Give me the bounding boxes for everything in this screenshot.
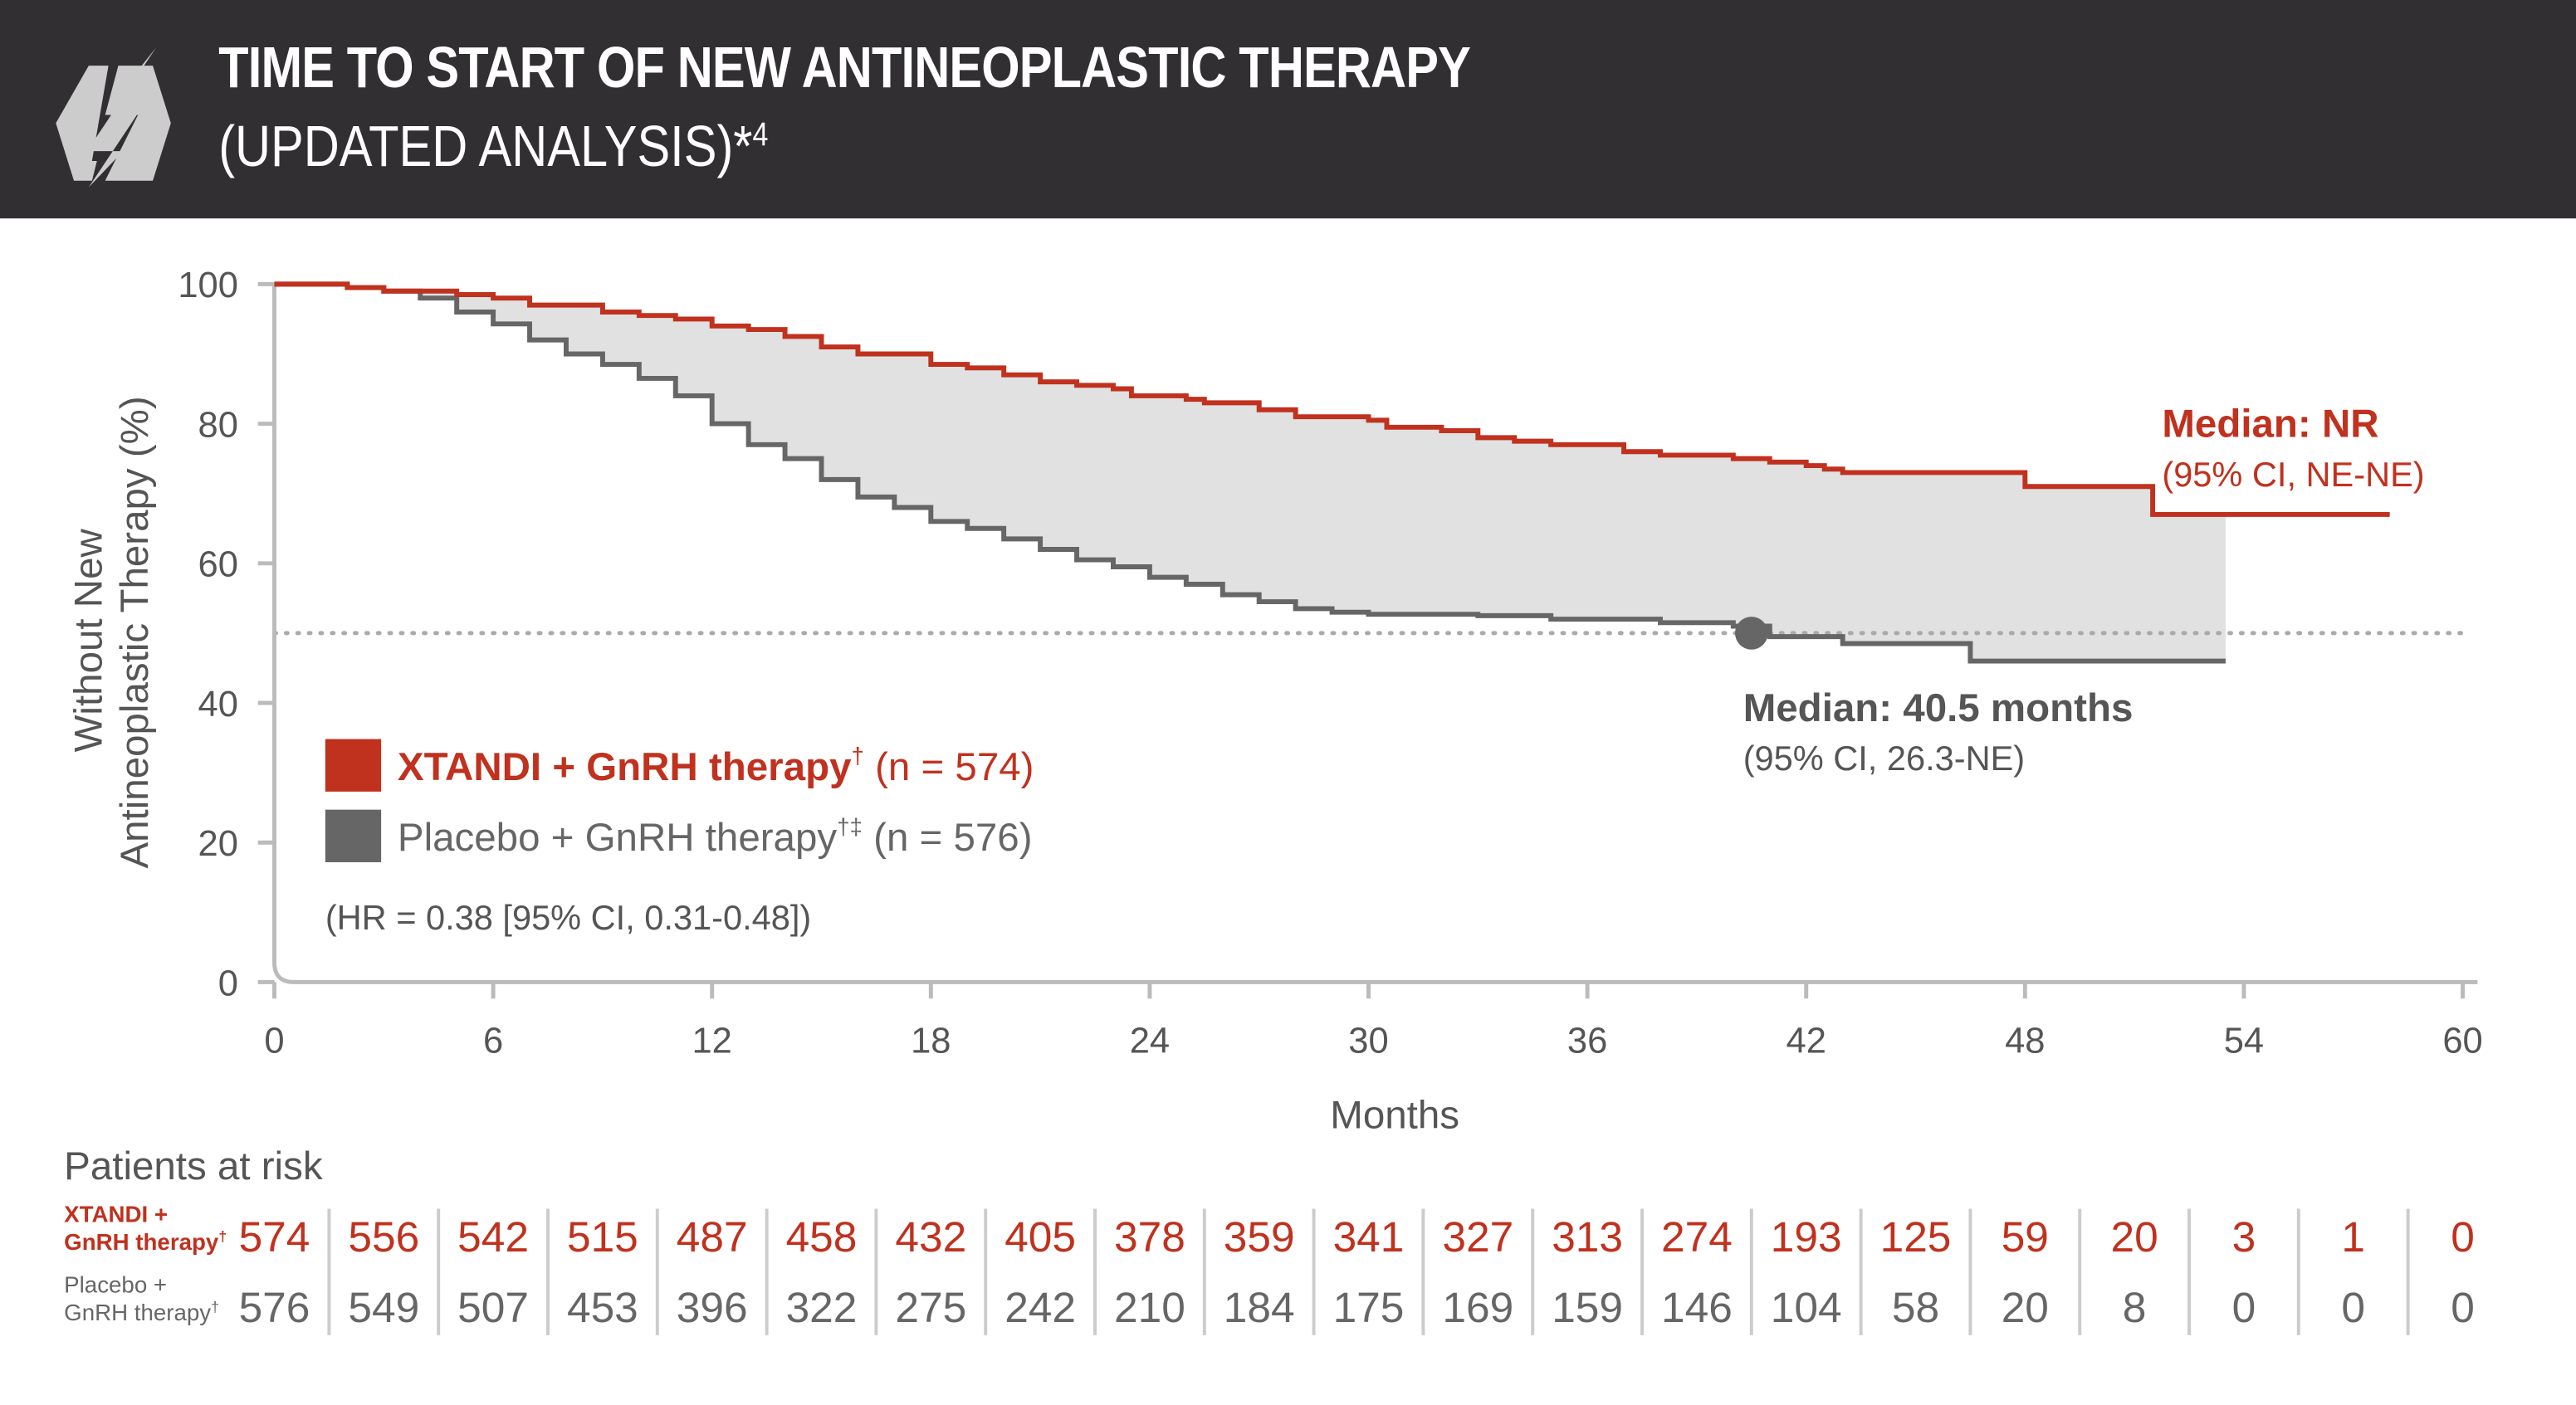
at-risk-value: 453 xyxy=(567,1283,638,1331)
at-risk-value: 146 xyxy=(1661,1283,1733,1331)
x-tick-label: 36 xyxy=(1567,1022,1607,1061)
y-tick-label: 80 xyxy=(198,405,238,445)
at-risk-value: 104 xyxy=(1771,1283,1842,1331)
at-risk-value: 175 xyxy=(1333,1283,1405,1331)
at-risk-value: 59 xyxy=(2002,1212,2049,1261)
at-risk-value: 1 xyxy=(2341,1212,2365,1261)
x-tick-label: 0 xyxy=(264,1022,284,1061)
axes xyxy=(272,284,2478,984)
y-axis-label-line2: Antineoplastic Therapy (%) xyxy=(113,396,157,868)
at-risk-value: 313 xyxy=(1552,1212,1623,1261)
at-risk-value: 20 xyxy=(2111,1212,2158,1261)
at-risk-value: 159 xyxy=(1552,1283,1623,1331)
at-risk-row-label: Placebo + xyxy=(64,1271,167,1297)
lightning-hexagon-icon xyxy=(56,47,171,188)
placebo-curve xyxy=(274,281,2226,664)
placebo-median-marker xyxy=(1735,617,1768,650)
legend-entry: Placebo + GnRH therapy†‡ (n = 576) xyxy=(398,813,1033,860)
placebo-median-ci: (95% CI, 26.3-NE) xyxy=(1743,739,2025,778)
at-risk-value: 125 xyxy=(1880,1212,1952,1261)
at-risk-value: 396 xyxy=(677,1283,748,1331)
at-risk-value: 515 xyxy=(567,1212,638,1261)
legend-swatch xyxy=(325,809,382,862)
at-risk-value: 341 xyxy=(1333,1212,1405,1261)
x-axis-label: Months xyxy=(1330,1094,1459,1138)
at-risk-value: 274 xyxy=(1661,1212,1733,1261)
at-risk-value: 0 xyxy=(2451,1283,2475,1331)
at-risk-value: 184 xyxy=(1224,1283,1295,1331)
x-tick-label: 48 xyxy=(2005,1022,2045,1061)
x-tick-label: 60 xyxy=(2442,1022,2482,1061)
x-tick-label: 6 xyxy=(483,1022,503,1061)
at-risk-value: 242 xyxy=(1004,1283,1076,1331)
x-tick-label: 54 xyxy=(2224,1022,2264,1061)
y-axis-label-line1: Without New xyxy=(67,529,111,753)
at-risk-value: 542 xyxy=(457,1212,529,1261)
y-tick-label: 20 xyxy=(198,824,238,864)
at-risk-value: 3 xyxy=(2232,1212,2256,1261)
at-risk-value: 193 xyxy=(1771,1212,1842,1261)
at-risk-value: 58 xyxy=(1892,1283,1939,1331)
shaded-area xyxy=(274,284,2226,661)
x-tick-label: 12 xyxy=(692,1022,731,1061)
xtandi-median-label: Median: NR xyxy=(2162,402,2378,446)
placebo-median-label: Median: 40.5 months xyxy=(1743,686,2134,730)
page-title: TIME TO START OF NEW ANTINEOPLASTIC THER… xyxy=(218,36,1471,100)
at-risk-value: 549 xyxy=(348,1283,419,1331)
xtandi-median-ci: (95% CI, NE-NE) xyxy=(2162,455,2424,494)
footnote-ref: 4 xyxy=(752,117,769,154)
x-tick-label: 18 xyxy=(911,1022,951,1061)
at-risk-value: 0 xyxy=(2232,1283,2256,1331)
legend-swatch xyxy=(325,739,382,792)
at-risk-value: 458 xyxy=(786,1212,858,1261)
at-risk-value: 0 xyxy=(2341,1283,2365,1331)
at-risk-value: 378 xyxy=(1114,1212,1185,1261)
y-tick-label: 0 xyxy=(218,963,238,1003)
at-risk-value: 327 xyxy=(1442,1212,1513,1261)
page-subtitle: (UPDATED ANALYSIS)*4 xyxy=(218,115,768,181)
y-tick-label: 100 xyxy=(178,266,238,305)
y-tick-label: 40 xyxy=(198,685,238,724)
x-tick-label: 42 xyxy=(1787,1022,1826,1061)
at-risk-title: Patients at risk xyxy=(64,1144,323,1188)
at-risk-row-label: XTANDI + xyxy=(64,1201,168,1227)
legend-entry: XTANDI + GnRH therapy† (n = 574) xyxy=(398,743,1034,789)
subtitle-text: (UPDATED ANALYSIS)* xyxy=(218,115,753,179)
at-risk-value: 574 xyxy=(239,1212,310,1261)
x-tick-label: 30 xyxy=(1348,1022,1388,1061)
at-risk-value: 8 xyxy=(2123,1283,2147,1331)
at-risk-value: 487 xyxy=(677,1212,748,1261)
at-risk-value: 359 xyxy=(1224,1212,1295,1261)
at-risk-value: 576 xyxy=(239,1283,310,1331)
at-risk-value: 275 xyxy=(895,1283,966,1331)
at-risk-value: 210 xyxy=(1114,1283,1185,1331)
y-tick-label: 60 xyxy=(198,545,238,585)
at-risk-row-label: GnRH therapy† xyxy=(64,1228,227,1255)
at-risk-value: 20 xyxy=(2002,1283,2049,1331)
at-risk-value: 322 xyxy=(786,1283,858,1331)
at-risk-value: 556 xyxy=(348,1212,419,1261)
at-risk-value: 0 xyxy=(2451,1212,2475,1261)
x-tick-label: 24 xyxy=(1130,1022,1170,1061)
header-bar: TIME TO START OF NEW ANTINEOPLASTIC THER… xyxy=(0,0,2576,219)
at-risk-row-label: GnRH therapy† xyxy=(64,1299,219,1325)
at-risk-value: 169 xyxy=(1442,1283,1513,1331)
xtandi-curve xyxy=(274,281,2390,517)
at-risk-value: 405 xyxy=(1004,1212,1076,1261)
at-risk-value: 507 xyxy=(457,1283,529,1331)
hazard-ratio: (HR = 0.38 [95% CI, 0.31-0.48]) xyxy=(325,898,811,937)
at-risk-value: 432 xyxy=(895,1212,966,1261)
